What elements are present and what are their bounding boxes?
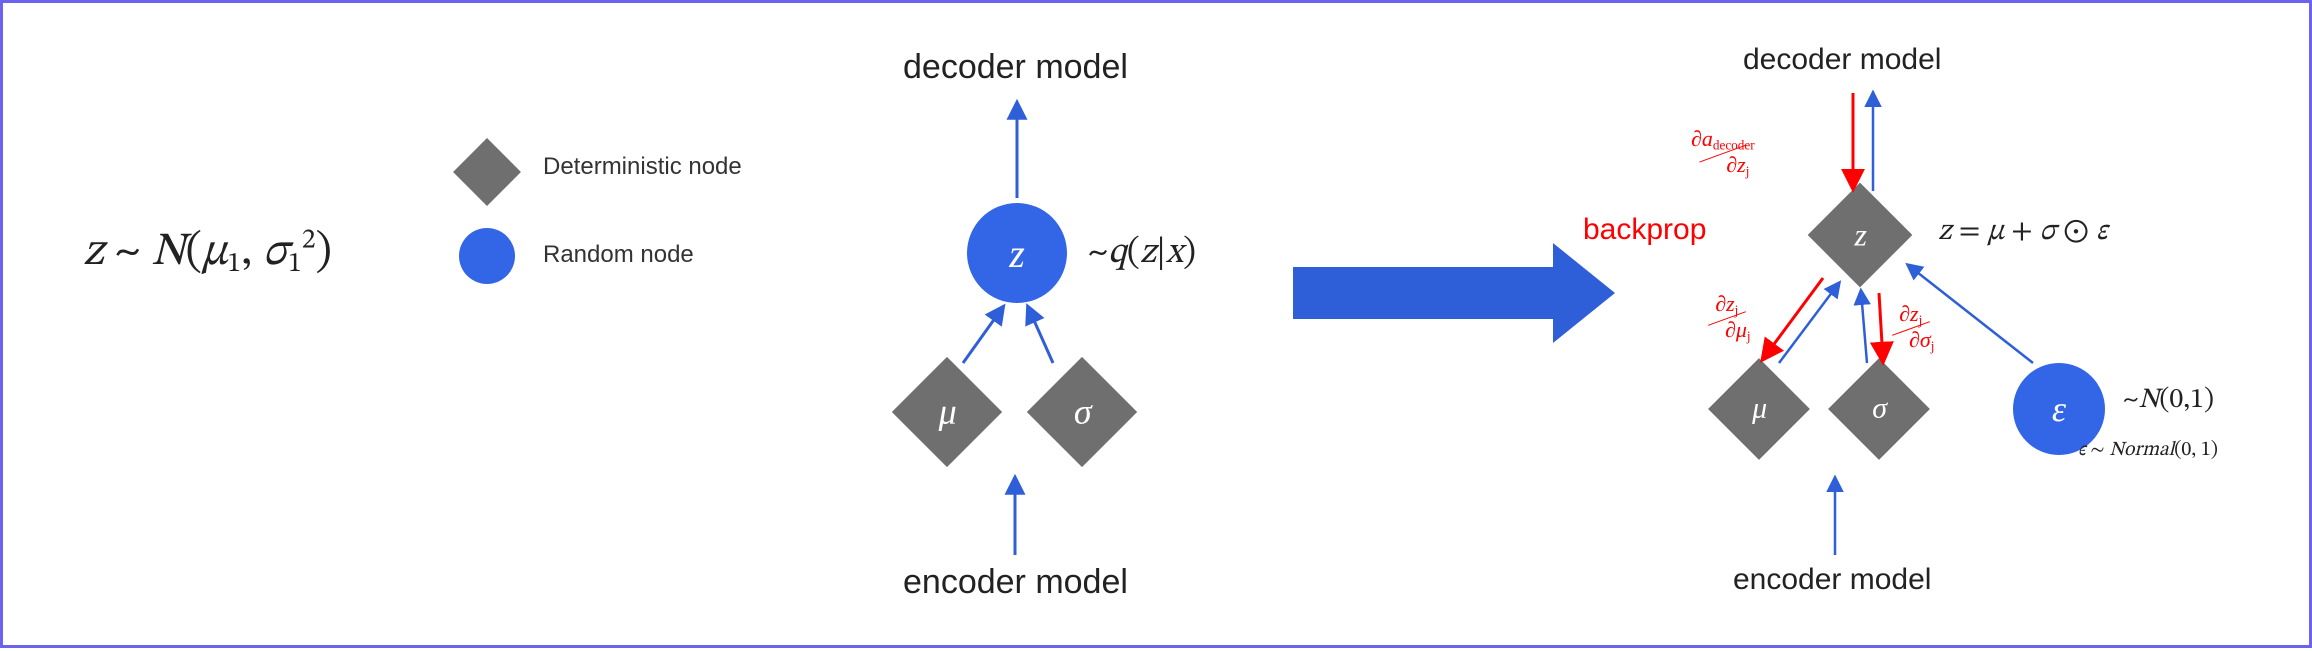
right-z-node: z [1808,183,1913,288]
grad-dadecoder-dz: ∂adecoder ∂zj [1691,128,1755,177]
right-sigma-label: σ [1844,393,1916,423]
left-sigma-label: σ [1044,393,1122,429]
right-sigma-node: σ [1828,358,1930,460]
right-eps-label: ε [2052,388,2066,430]
grad-dz-dmu: ∂zj ∂μj [1703,293,1751,342]
reparam-arrow-label: reparameterization [1311,280,1544,311]
left-encoder-label: encoder model [903,563,1128,602]
left-z-label: z [1009,230,1025,277]
right-backprop-label: backprop [1583,213,1706,247]
right-decoder-label: decoder model [1743,43,1941,77]
left-arrow-mu-z [963,307,1003,363]
right-mu-label: μ [1724,393,1796,423]
right-arrow-mu-z [1779,283,1839,363]
left-qzx-label: ~q(z|x) [1088,231,1196,276]
arrows-layer [3,3,2312,651]
right-z-label: z [1824,218,1898,250]
right-z-equation: z = μ + σ ⊙ ε [1938,213,2107,251]
formula-z: z [83,229,104,275]
right-red-z-sigma [1879,293,1883,361]
formula-z-sample: z ~ N(μ1, σ12) [83,223,332,282]
grad-dz-dsigma: ∂zj ∂σj [1887,303,1934,352]
right-encoder-label: encoder model [1733,563,1931,597]
diagram-frame: z ~ N(μ1, σ12) Deterministic node Random… [0,0,2312,648]
right-arrow-sigma-z [1861,291,1867,363]
left-z-node: z [967,203,1067,303]
legend-circle-icon [459,228,515,284]
right-mu-node: μ [1708,358,1810,460]
left-mu-label: μ [909,393,987,429]
right-eps-footnote: ϵ ∼ Normal(0, 1) [2078,438,2218,463]
right-eps-dist: ~N(0,1) [2123,383,2214,418]
legend-diamond-icon [453,138,521,206]
left-decoder-label: decoder model [903,48,1128,87]
legend-deterministic-label: Deterministic node [543,153,742,181]
left-sigma-node: σ [1027,357,1137,467]
legend-random-label: Random node [543,241,694,269]
left-mu-node: μ [892,357,1002,467]
left-arrow-sigma-z [1028,307,1053,363]
right-red-z-mu [1763,278,1823,359]
